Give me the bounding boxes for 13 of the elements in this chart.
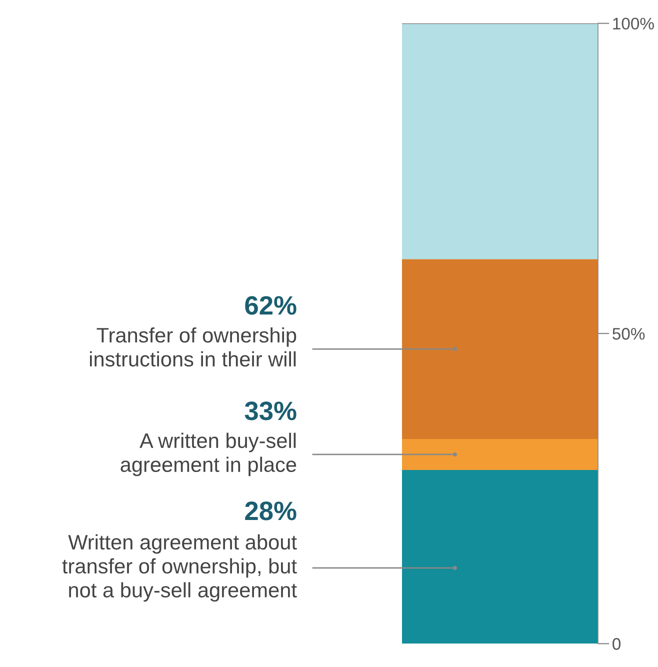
bar bbox=[402, 23, 598, 260]
y-tick-label: 50% bbox=[612, 328, 645, 340]
bar bbox=[402, 259, 598, 439]
y-tick-label: 100% bbox=[613, 18, 654, 30]
text: Transfer of ownership instructions in their will bbox=[90, 327, 296, 367]
y-tick-label: 0 bbox=[612, 638, 621, 650]
bar bbox=[402, 470, 598, 644]
text: 33% bbox=[244, 402, 296, 420]
text: Written agreement about transfer of ownership, but not a buy-sell agreement bbox=[62, 534, 297, 602]
text: 28% bbox=[245, 502, 296, 520]
text: A written buy-sell agreement in place bbox=[120, 432, 296, 476]
bar bbox=[402, 438, 598, 470]
text: 62% bbox=[245, 296, 296, 315]
